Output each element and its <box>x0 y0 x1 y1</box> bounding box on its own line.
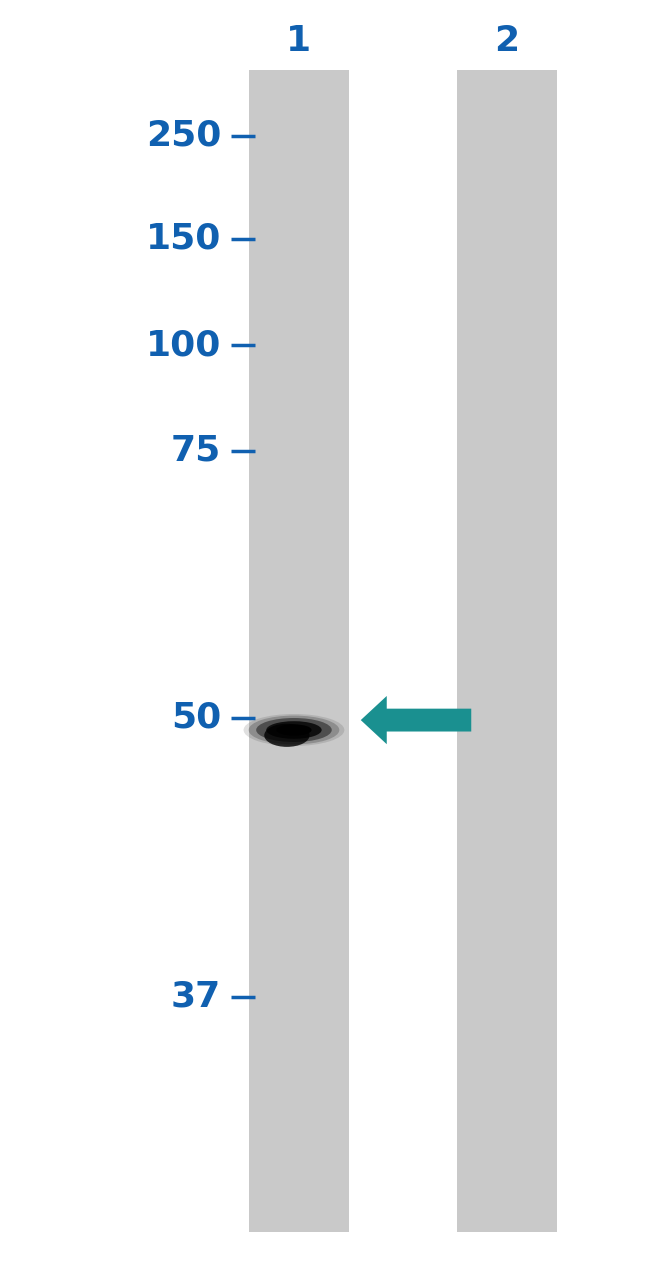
Text: 37: 37 <box>171 980 221 1013</box>
Text: 50: 50 <box>171 701 221 734</box>
Text: 2: 2 <box>495 24 519 57</box>
Text: 75: 75 <box>171 434 221 467</box>
Ellipse shape <box>244 714 344 745</box>
Ellipse shape <box>266 721 322 739</box>
Ellipse shape <box>249 715 339 744</box>
Text: 1: 1 <box>287 24 311 57</box>
FancyArrow shape <box>361 696 471 744</box>
Ellipse shape <box>265 724 309 747</box>
Ellipse shape <box>276 724 311 735</box>
Text: 150: 150 <box>146 222 221 255</box>
Bar <box>456 70 558 1232</box>
Bar <box>248 70 350 1232</box>
Text: 250: 250 <box>146 119 221 152</box>
Text: 100: 100 <box>146 329 221 362</box>
Ellipse shape <box>256 718 332 742</box>
